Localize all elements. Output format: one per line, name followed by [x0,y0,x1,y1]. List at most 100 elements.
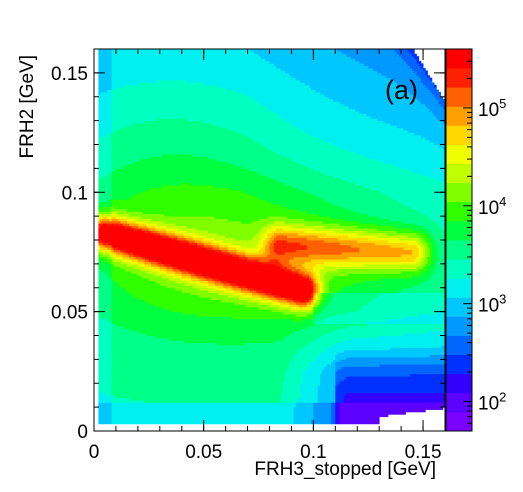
heatmap-cell [438,99,445,102]
heatmap-cell [302,263,316,267]
heatmap-cell [267,228,277,231]
heatmap-cell [98,84,112,88]
heatmap-cell [306,237,338,241]
heatmap-cell [111,254,117,258]
heatmap-cell [183,235,194,239]
heatmap-cell [293,414,314,418]
heatmap-cell [111,123,134,126]
heatmap-cell [227,244,242,248]
heatmap-cell [387,194,445,198]
heatmap-cell [227,247,237,250]
heatmap-cell [98,211,112,215]
colorbar-swatch [446,373,472,394]
heatmap-cell [216,232,257,236]
heatmap-cell [126,218,137,222]
heatmap-cell [324,287,330,291]
heatmap-cell [98,151,112,155]
heatmap-cell [197,232,218,236]
heatmap-cell [98,376,112,379]
heatmap-cell [262,290,314,293]
heatmap-cell [98,409,112,413]
heatmap-cell [427,261,433,265]
heatmap-cell [111,111,275,114]
heatmap-cell [269,251,277,255]
heatmap-cell [308,278,312,281]
heatmap-cell [219,292,233,296]
heatmap-cell [333,175,431,179]
heatmap-cell [291,268,301,272]
heatmap-cell [129,223,139,227]
heatmap-cell [300,347,327,351]
heatmap-cell [111,216,117,219]
heatmap-cell [111,380,284,384]
heatmap-cell [315,263,365,267]
heatmap-cell [429,139,445,143]
heatmap-cell [317,294,321,298]
heatmap-cell [208,156,288,160]
heatmap-cell [129,254,134,258]
heatmap-cell [341,177,437,181]
heatmap-cell [203,82,305,86]
heatmap-cell [260,228,268,231]
heatmap-cell [311,259,415,262]
heatmap-cell [111,144,264,148]
heatmap-cell [313,268,321,272]
heatmap-cell [267,216,288,219]
heatmap-cell [429,240,437,243]
heatmap-cell [111,342,218,346]
heatmap-cell [317,275,321,279]
heatmap-cell [236,247,262,250]
heatmap-cell [304,299,310,303]
heatmap-cell [111,302,150,305]
heatmap-cell [341,146,444,150]
heatmap-cell [98,208,112,212]
heatmap-cell [429,175,445,179]
heatmap-cell [146,223,159,227]
heatmap-cell [423,259,428,262]
heatmap-cell [265,244,270,248]
heatmap-cell [102,259,112,262]
heatmap-cell [214,287,227,291]
heatmap-cell [170,263,277,267]
heatmap-cell [291,263,303,267]
heatmap-cell [135,218,152,222]
heatmap-cell [429,247,433,250]
heatmap-cell [98,321,112,324]
heatmap-cell [159,266,167,270]
heatmap-cell [271,149,349,153]
heatmap-cell [420,211,445,215]
heatmap-cell [98,189,112,193]
heatmap-cell [324,278,332,281]
heatmap-cell [98,244,101,248]
heatmap-cell [438,223,445,227]
heatmap-cell [120,261,130,265]
heatmap-cell [319,275,325,279]
heatmap-cell [427,266,437,270]
heatmap-cell [262,103,345,107]
heatmap-cell [313,266,325,270]
heatmap-cell [282,388,301,391]
heatmap-cell [98,275,110,279]
heatmap-cell [98,175,104,179]
heatmap-cell [335,392,347,396]
heatmap-cell [319,383,336,387]
x-tick-label: 0.05 [185,442,222,463]
heatmap-cell [111,404,297,408]
heatmap-cell [295,404,314,408]
heatmap-cell [137,273,154,277]
heatmap-cell [170,237,178,241]
heatmap-cell [287,368,305,372]
heatmap-cell [313,273,316,277]
heatmap-cell [98,87,112,90]
heatmap-cell [328,285,345,289]
heatmap-cell [111,60,270,64]
heatmap-cell [374,242,409,246]
heatmap-cell [133,254,141,258]
heatmap-cell [98,139,112,143]
heatmap-cell [111,113,279,117]
heatmap-cell [416,58,420,62]
heatmap-cell [319,380,336,384]
heatmap-cell [326,294,334,298]
heatmap-cell [317,290,321,293]
heatmap-cell [111,314,198,317]
